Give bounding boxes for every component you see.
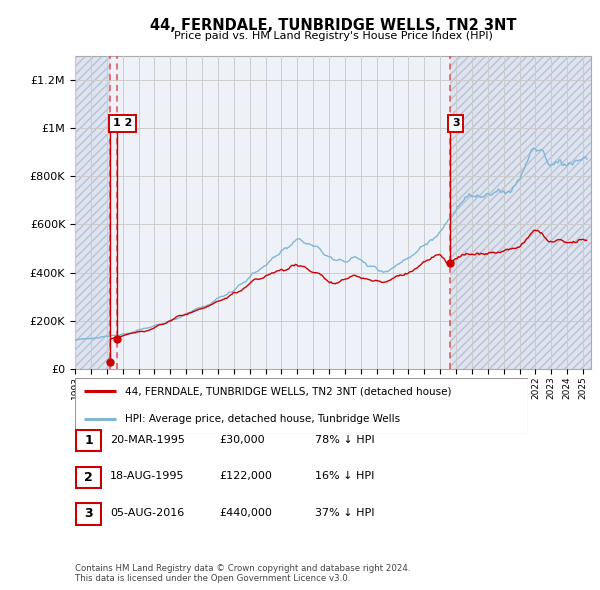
- Text: 18-AUG-1995: 18-AUG-1995: [110, 471, 184, 481]
- FancyBboxPatch shape: [75, 378, 528, 434]
- Text: 3: 3: [452, 119, 460, 129]
- Text: £440,000: £440,000: [219, 508, 272, 517]
- Text: 05-AUG-2016: 05-AUG-2016: [110, 508, 184, 517]
- Text: 2: 2: [84, 471, 93, 484]
- Text: 44, FERNDALE, TUNBRIDGE WELLS, TN2 3NT (detached house): 44, FERNDALE, TUNBRIDGE WELLS, TN2 3NT (…: [125, 386, 451, 396]
- Text: 16% ↓ HPI: 16% ↓ HPI: [315, 471, 374, 481]
- Text: HPI: Average price, detached house, Tunbridge Wells: HPI: Average price, detached house, Tunb…: [125, 414, 400, 424]
- Text: 78% ↓ HPI: 78% ↓ HPI: [315, 435, 374, 444]
- Bar: [75, 56, 110, 369]
- Text: 20-MAR-1995: 20-MAR-1995: [110, 435, 185, 444]
- FancyBboxPatch shape: [76, 503, 101, 525]
- Text: £30,000: £30,000: [219, 435, 265, 444]
- FancyBboxPatch shape: [76, 467, 101, 488]
- Text: 1: 1: [84, 434, 93, 447]
- Text: Price paid vs. HM Land Registry's House Price Index (HPI): Price paid vs. HM Land Registry's House …: [173, 31, 493, 41]
- Text: Contains HM Land Registry data © Crown copyright and database right 2024.
This d: Contains HM Land Registry data © Crown c…: [75, 563, 410, 583]
- FancyBboxPatch shape: [76, 430, 101, 451]
- Text: 37% ↓ HPI: 37% ↓ HPI: [315, 508, 374, 517]
- Text: 1 2: 1 2: [113, 119, 132, 129]
- Text: 44, FERNDALE, TUNBRIDGE WELLS, TN2 3NT: 44, FERNDALE, TUNBRIDGE WELLS, TN2 3NT: [150, 18, 516, 32]
- Text: £122,000: £122,000: [219, 471, 272, 481]
- Text: 3: 3: [84, 507, 93, 520]
- Bar: [449, 56, 591, 369]
